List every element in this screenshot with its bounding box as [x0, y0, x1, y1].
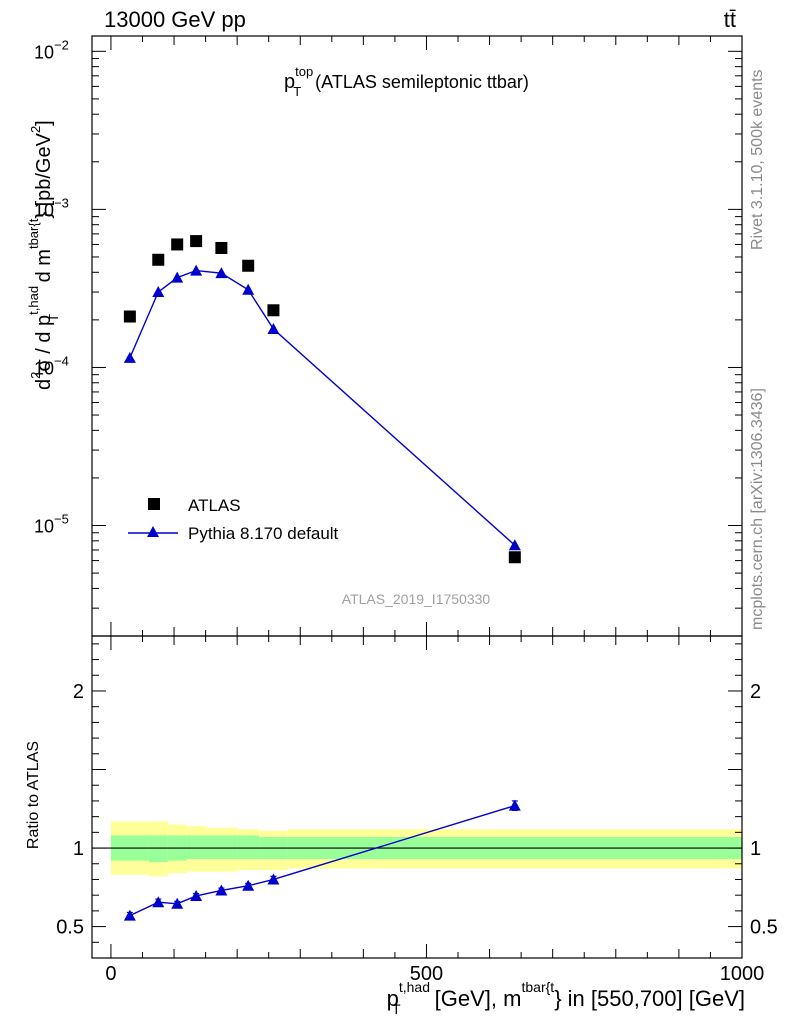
- ratio-point: [508, 799, 521, 811]
- ratio-ytick-label-right: 2: [750, 681, 761, 703]
- main-ytick-label: 10−4: [34, 353, 69, 378]
- xtick-label: 1000: [720, 963, 765, 985]
- ratio-band-inner: [205, 835, 238, 860]
- analysis-watermark: ATLAS_2019_I1750330: [342, 591, 491, 607]
- ratio-point: [171, 897, 184, 909]
- xlabel-a-sub: T: [392, 1001, 401, 1017]
- ratio-point: [215, 884, 228, 896]
- ratio-ytick-label-left: 2: [73, 681, 84, 703]
- ylabel-c: d m: [33, 249, 55, 288]
- process-label: tt̄: [724, 7, 736, 32]
- ratio-point: [267, 873, 280, 885]
- rivet-label: Rivet 3.1.10, 500k events: [749, 69, 766, 250]
- atlas-point: [171, 238, 184, 251]
- main-ytick-exp: −2: [54, 37, 69, 52]
- mc-line: [129, 269, 516, 546]
- atlas-point: [508, 551, 521, 564]
- ylabel-a: d: [33, 379, 55, 390]
- atlas-point: [215, 241, 228, 254]
- xtick-label: 500: [410, 963, 443, 985]
- ratio-ytick-label-right: 0.5: [750, 917, 778, 939]
- ratio-ticks: 0.5 0.5 1 1 2 2 0 500 1000: [56, 636, 778, 985]
- main-ytick-label: 10−5: [34, 512, 69, 537]
- ratio-point: [123, 909, 136, 921]
- title-var-sup: top: [295, 64, 313, 79]
- ratio-frame: [91, 635, 743, 959]
- xlabel-b: [GeV], m: [429, 986, 522, 1011]
- energy-label: 13000 GeV pp: [104, 7, 246, 32]
- ratio-ytick-label-left: 0.5: [56, 917, 84, 939]
- mcplots-label: mcplots.cern.ch [arXiv:1306.3436]: [749, 388, 766, 630]
- ylabel-c-sup: tbar{t: [26, 218, 41, 249]
- legend-mc-label: Pythia 8.170 default: [188, 524, 339, 543]
- xlabel-c: } in [550,700] [GeV]: [554, 986, 745, 1011]
- xlabel-a: p: [387, 986, 399, 1011]
- mc-point: [267, 323, 280, 335]
- ylabel-b-sup: t,had: [26, 286, 41, 315]
- mc-point: [171, 271, 184, 283]
- ratio-point: [152, 896, 165, 908]
- title-var-base: p: [284, 71, 295, 93]
- xlabel: pt,had T [GeV], mtbar{t} in [550,700] [Ge…: [387, 979, 745, 1017]
- mc-point: [190, 264, 203, 276]
- xlabel-b-sup: tbar{t: [521, 979, 554, 995]
- main-ytick-exp: −4: [54, 353, 69, 368]
- title-text: (ATLAS semileptonic ttbar): [315, 72, 529, 92]
- main-ticks: 10−510−410−310−2: [34, 36, 743, 637]
- mc-point: [242, 283, 255, 295]
- main-ytick-exp: −5: [54, 512, 69, 527]
- atlas-point: [190, 235, 203, 248]
- ratio-ytick-label-left: 1: [73, 838, 84, 860]
- main-marks: [123, 235, 521, 564]
- ratio-point: [242, 879, 255, 891]
- mc-point: [123, 351, 136, 363]
- ylabel-b: σ / d p: [33, 315, 55, 372]
- plot-title: ptop T (ATLAS semileptonic ttbar): [284, 64, 529, 99]
- main-ytick-base: 10: [34, 517, 54, 537]
- legend-mc-marker: [147, 526, 159, 537]
- atlas-point: [242, 259, 255, 272]
- atlas-point: [267, 304, 280, 317]
- atlas-point: [152, 253, 165, 266]
- ratio-band-inner: [237, 835, 260, 860]
- main-ytick-base: 10: [34, 200, 54, 220]
- ratio-bands: [110, 821, 742, 877]
- main-ytick-label: 10−2: [34, 37, 69, 62]
- ratio-point: [190, 889, 203, 901]
- ratio-band-inner: [186, 835, 206, 860]
- main-ytick-base: 10: [34, 42, 54, 62]
- ylabel-a-sup: 2: [28, 372, 43, 379]
- ratio-marks: [123, 799, 521, 921]
- mc-polyline: [129, 269, 516, 546]
- ratio-band-inner: [148, 835, 168, 863]
- ylabel-d-sup: 2: [28, 126, 43, 133]
- mc-point: [215, 267, 228, 279]
- title-var-sub: T: [293, 84, 301, 99]
- ylabel-d: } [pb/GeV: [33, 132, 55, 218]
- ylabel-b-sub: T: [46, 314, 61, 322]
- main-frame: [91, 35, 743, 637]
- xtick-label: 0: [105, 963, 116, 985]
- mc-point: [152, 286, 165, 298]
- ratio-ylabel: Ratio to ATLAS: [25, 741, 42, 849]
- main-ytick-base: 10: [34, 358, 54, 378]
- main-ytick-exp: −3: [54, 195, 69, 210]
- atlas-point: [123, 310, 136, 323]
- mc-point: [508, 539, 521, 551]
- ratio-panel: 0.5 0.5 1 1 2 2 0 500 1000 Ratio to ATLAS pt,had…: [25, 635, 778, 1017]
- ylabel-e: ]: [33, 120, 55, 126]
- main-ylabel: d2σ / d pt,hadT d mtbar{t} [pb/GeV2]: [26, 120, 61, 390]
- xlabel-a-sup: t,had: [399, 979, 430, 995]
- ratio-ytick-label-right: 1: [750, 838, 761, 860]
- main-panel: 10−510−410−310−2 ptop T (ATLAS semileptoni…: [26, 35, 743, 637]
- legend-atlas-marker: [148, 498, 160, 510]
- legend: ATLAS Pythia 8.170 default: [128, 496, 339, 543]
- main-ytick-label: 10−3: [34, 195, 69, 220]
- legend-atlas-label: ATLAS: [188, 496, 241, 515]
